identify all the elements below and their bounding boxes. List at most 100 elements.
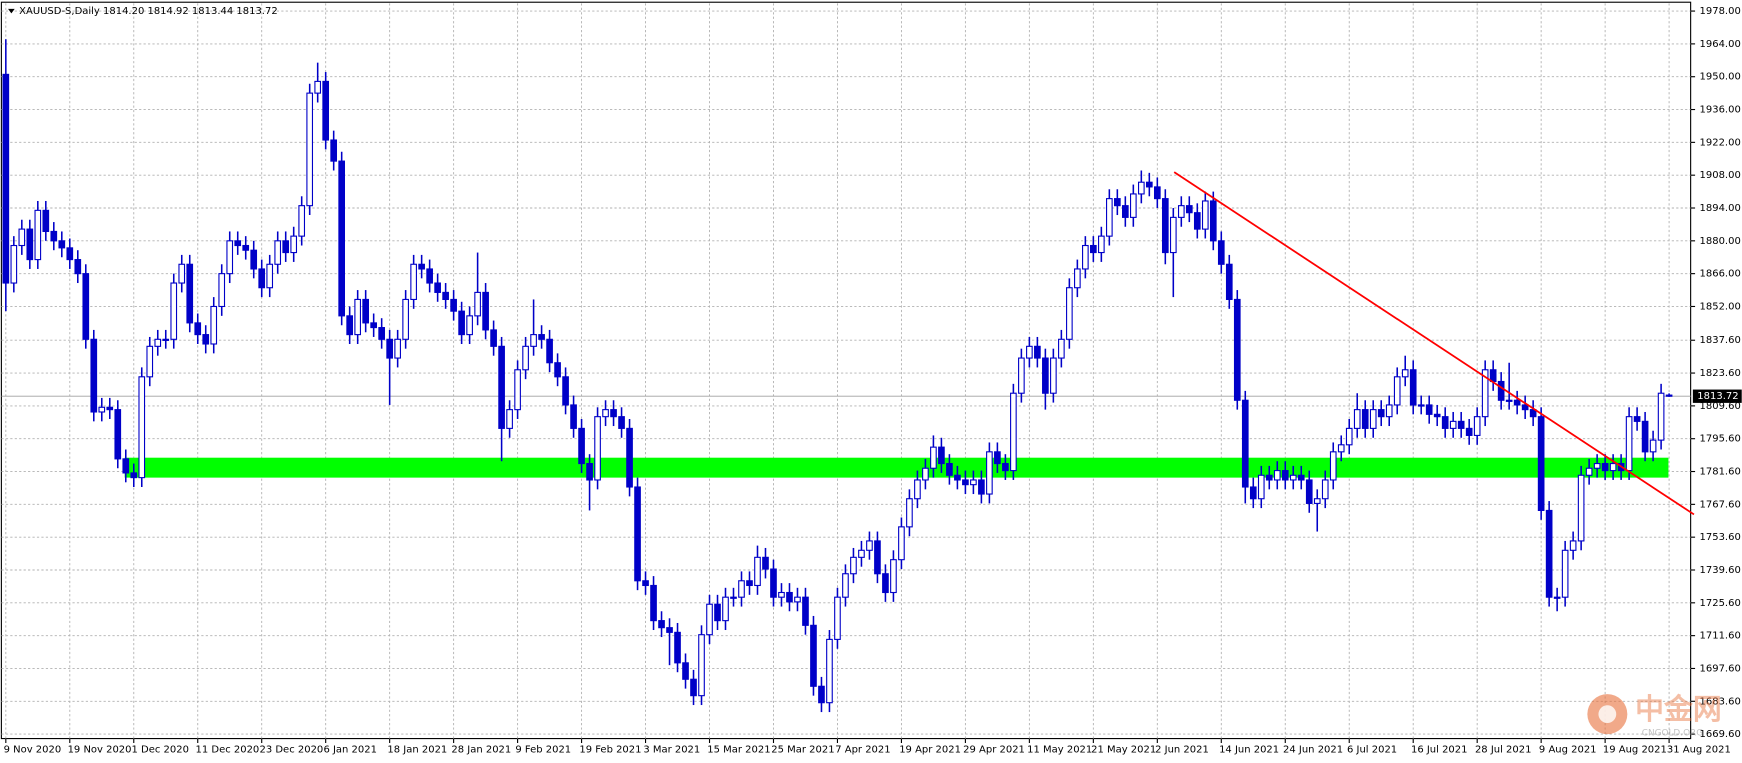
x-tick-label: 29 Apr 2021 [963,745,1025,756]
candle-body [1609,463,1617,472]
candle-body [218,273,226,308]
candle-body [1561,549,1569,598]
x-tick-label: 31 Aug 2021 [1667,745,1731,756]
watermark-logo-inner [1598,705,1617,724]
candle-body [322,80,330,141]
candle-body [538,334,545,340]
candle-body [330,139,338,162]
x-tick-label: 21 May 2021 [1091,745,1156,756]
candle-body [450,298,457,312]
candle-body [1249,486,1257,500]
candle-body [1042,357,1049,394]
candle-body [1281,470,1289,481]
candle-body [1090,244,1097,254]
candle-body [170,282,178,340]
candle-body [802,596,809,626]
candle-body [1417,404,1425,407]
candle-body [1177,205,1185,218]
y-tick-label: 1894.00 [1700,203,1741,214]
candle-body [442,291,449,300]
x-tick-label: 18 Jan 2021 [387,745,447,756]
candle-body [1409,369,1417,406]
x-tick-label: 9 Nov 2020 [4,745,62,756]
candle-body [178,263,186,284]
candle-body [1233,298,1241,401]
candle-body [266,263,274,289]
candle-body [762,556,769,570]
candle-body [914,479,921,500]
candle-body [1129,193,1137,218]
candle-body [522,345,529,371]
candle-body [1225,263,1233,300]
candle-body [1002,463,1009,472]
candle-body [994,451,1001,465]
candle-body [1449,420,1457,429]
candle-body [434,282,441,293]
x-tick-label: 19 Nov 2020 [68,745,132,756]
x-tick-label: 15 Mar 2021 [707,745,770,756]
candle-body [1545,509,1553,598]
header-arrow [8,8,15,14]
candle-body [722,596,729,622]
candle-body [1393,376,1401,406]
x-tick-label: 19 Aug 2021 [1603,745,1667,756]
x-tick-label: 16 Jul 2021 [1411,745,1468,756]
y-tick-label: 1823.60 [1700,368,1741,379]
candle-body [106,406,114,411]
candle-body [346,315,354,336]
x-tick-label: 11 May 2021 [1027,745,1092,756]
candle-body [90,338,98,413]
candle-body [1489,369,1497,383]
candle-body [938,446,945,465]
x-tick-label: 1 Dec 2020 [132,745,189,756]
candle-body [466,315,473,336]
x-tick-label: 6 Jul 2021 [1347,745,1397,756]
candle-body [1193,212,1201,230]
y-tick-label: 1683.60 [1700,696,1741,707]
candle-body [50,230,58,242]
candle-body [1537,416,1545,512]
y-tick-label: 1922.00 [1700,137,1741,148]
candle-body [1026,345,1033,359]
candle-body [1114,198,1121,207]
y-tick-label: 1936.00 [1700,105,1741,116]
candle-body [1401,369,1409,378]
candle-body [138,376,146,479]
candle-body [298,205,306,237]
x-tick-label: 3 Mar 2021 [643,745,700,756]
candle-body [1577,474,1585,542]
y-tick-label: 1950.00 [1700,72,1741,83]
y-tick-label: 1725.60 [1700,598,1741,609]
candle-body [1297,474,1305,481]
candle-body [738,580,745,598]
candle-body [866,540,873,551]
candle-body [906,498,913,528]
candle-body [810,624,817,687]
trendline [1173,171,1695,516]
candle-body [770,568,777,598]
candle-body [130,472,138,479]
candle-body [1018,357,1025,394]
support-zone [124,457,1669,478]
x-tick-label: 2 Jun 2021 [1155,745,1209,756]
candle-body [602,409,609,418]
candle-body [658,620,665,629]
candle-body [1633,416,1641,422]
y-tick-label: 1767.60 [1700,499,1741,510]
candle-body [1641,420,1649,453]
current-price-box [1692,389,1742,403]
y-tick-label: 1697.60 [1700,663,1741,674]
candle-body [546,338,553,364]
candle-body [986,451,993,495]
candle-body [1337,444,1345,453]
x-tick-label: 9 Feb 2021 [515,745,571,756]
y-tick-label: 1837.60 [1700,335,1741,346]
candle-body [834,596,841,640]
current-price-label: 1813.72 [1697,391,1738,402]
candle-body [226,240,234,275]
x-tick-label: 19 Apr 2021 [899,745,961,756]
x-tick-label: 19 Feb 2021 [579,745,641,756]
candle-body [874,540,881,575]
candle-body [1473,416,1481,436]
y-tick-label: 1809.60 [1700,401,1741,412]
